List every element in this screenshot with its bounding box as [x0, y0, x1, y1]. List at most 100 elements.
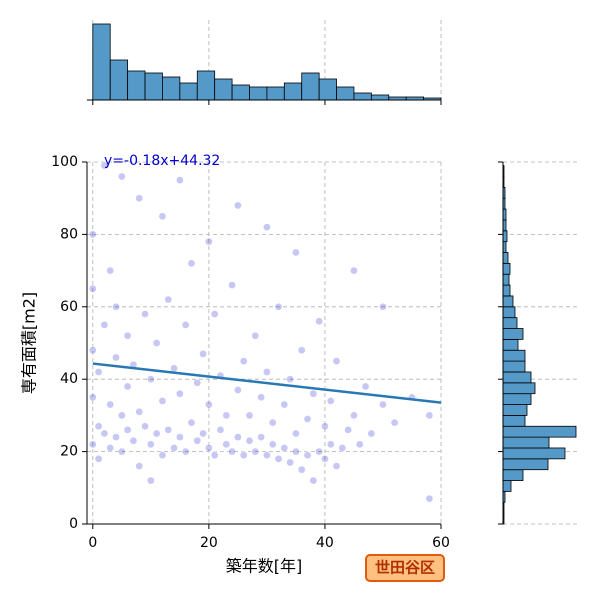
point: [187, 418, 196, 427]
point: [94, 422, 103, 431]
y-tick-label: 100: [51, 154, 78, 170]
x-tick-label: 40: [316, 535, 334, 551]
point: [292, 248, 300, 257]
point: [123, 426, 132, 434]
point: [193, 436, 202, 445]
point: [286, 375, 294, 384]
x-tick-label: 20: [200, 535, 218, 551]
point: [361, 382, 370, 391]
point: [292, 429, 300, 438]
point: [344, 426, 352, 434]
bar: [502, 480, 512, 492]
bar: [502, 469, 524, 481]
bar: [502, 252, 509, 264]
point: [129, 436, 138, 445]
bar: [231, 84, 250, 101]
point: [263, 368, 271, 376]
bar: [502, 349, 526, 362]
point: [268, 440, 277, 449]
point: [170, 364, 178, 373]
bar: [127, 70, 146, 101]
point: [274, 302, 283, 311]
point: [106, 266, 115, 275]
point: [210, 451, 219, 460]
x-axis-label: 築年数[年]: [226, 557, 303, 576]
y-tick-label: 80: [60, 226, 78, 242]
point: [286, 458, 294, 467]
point: [210, 310, 219, 318]
point: [106, 400, 115, 409]
point: [292, 447, 300, 456]
regression-line: [92, 362, 442, 404]
bar: [502, 284, 511, 297]
bar: [249, 86, 268, 101]
point: [234, 386, 242, 394]
point: [222, 440, 231, 449]
point: [332, 462, 341, 470]
point: [234, 201, 242, 210]
point: [146, 375, 155, 384]
point: [158, 212, 167, 221]
point: [181, 447, 190, 456]
point: [263, 451, 271, 460]
bar: [502, 447, 566, 460]
point: [146, 476, 155, 485]
point: [309, 389, 318, 398]
point: [88, 284, 97, 293]
point: [158, 451, 167, 460]
point: [367, 429, 376, 438]
point: [321, 422, 329, 431]
point: [245, 411, 254, 420]
bar: [502, 425, 577, 438]
point: [280, 444, 289, 452]
point: [112, 353, 120, 362]
bar: [502, 458, 549, 471]
bar: [162, 76, 181, 101]
point: [123, 382, 132, 391]
point: [251, 331, 260, 340]
point: [176, 389, 184, 398]
y-tick-label: 20: [60, 444, 78, 460]
bar: [92, 23, 111, 101]
point: [315, 317, 323, 326]
point: [245, 436, 254, 445]
point: [193, 378, 202, 387]
bar: [502, 393, 532, 405]
point: [152, 339, 161, 347]
point: [141, 310, 149, 318]
x-tick-label: 0: [88, 535, 97, 551]
bar: [179, 82, 198, 101]
point: [135, 462, 144, 470]
point: [425, 411, 434, 420]
point: [268, 418, 277, 427]
point: [326, 440, 335, 449]
point: [141, 422, 149, 431]
bar: [370, 94, 390, 101]
point: [350, 411, 358, 420]
bar: [336, 86, 355, 101]
point: [117, 411, 126, 420]
point: [390, 418, 399, 427]
bar: [353, 92, 372, 101]
bar: [502, 360, 526, 373]
y-axis-label: 専有面積[m2]: [20, 292, 39, 394]
y-tick-label: 40: [60, 371, 78, 387]
point: [315, 447, 323, 456]
point: [251, 447, 260, 456]
y-tick-label: 60: [60, 299, 78, 315]
point: [164, 295, 173, 304]
point: [117, 447, 126, 456]
bar: [502, 371, 532, 384]
point: [332, 357, 341, 365]
point: [135, 407, 144, 416]
point: [170, 444, 178, 452]
bar: [502, 295, 514, 308]
point: [280, 400, 289, 409]
bar: [502, 262, 511, 275]
point: [146, 440, 155, 449]
equation: y=-0.18x+44.32: [104, 153, 220, 169]
point: [199, 350, 207, 358]
bar: [502, 230, 508, 243]
point: [309, 476, 318, 485]
